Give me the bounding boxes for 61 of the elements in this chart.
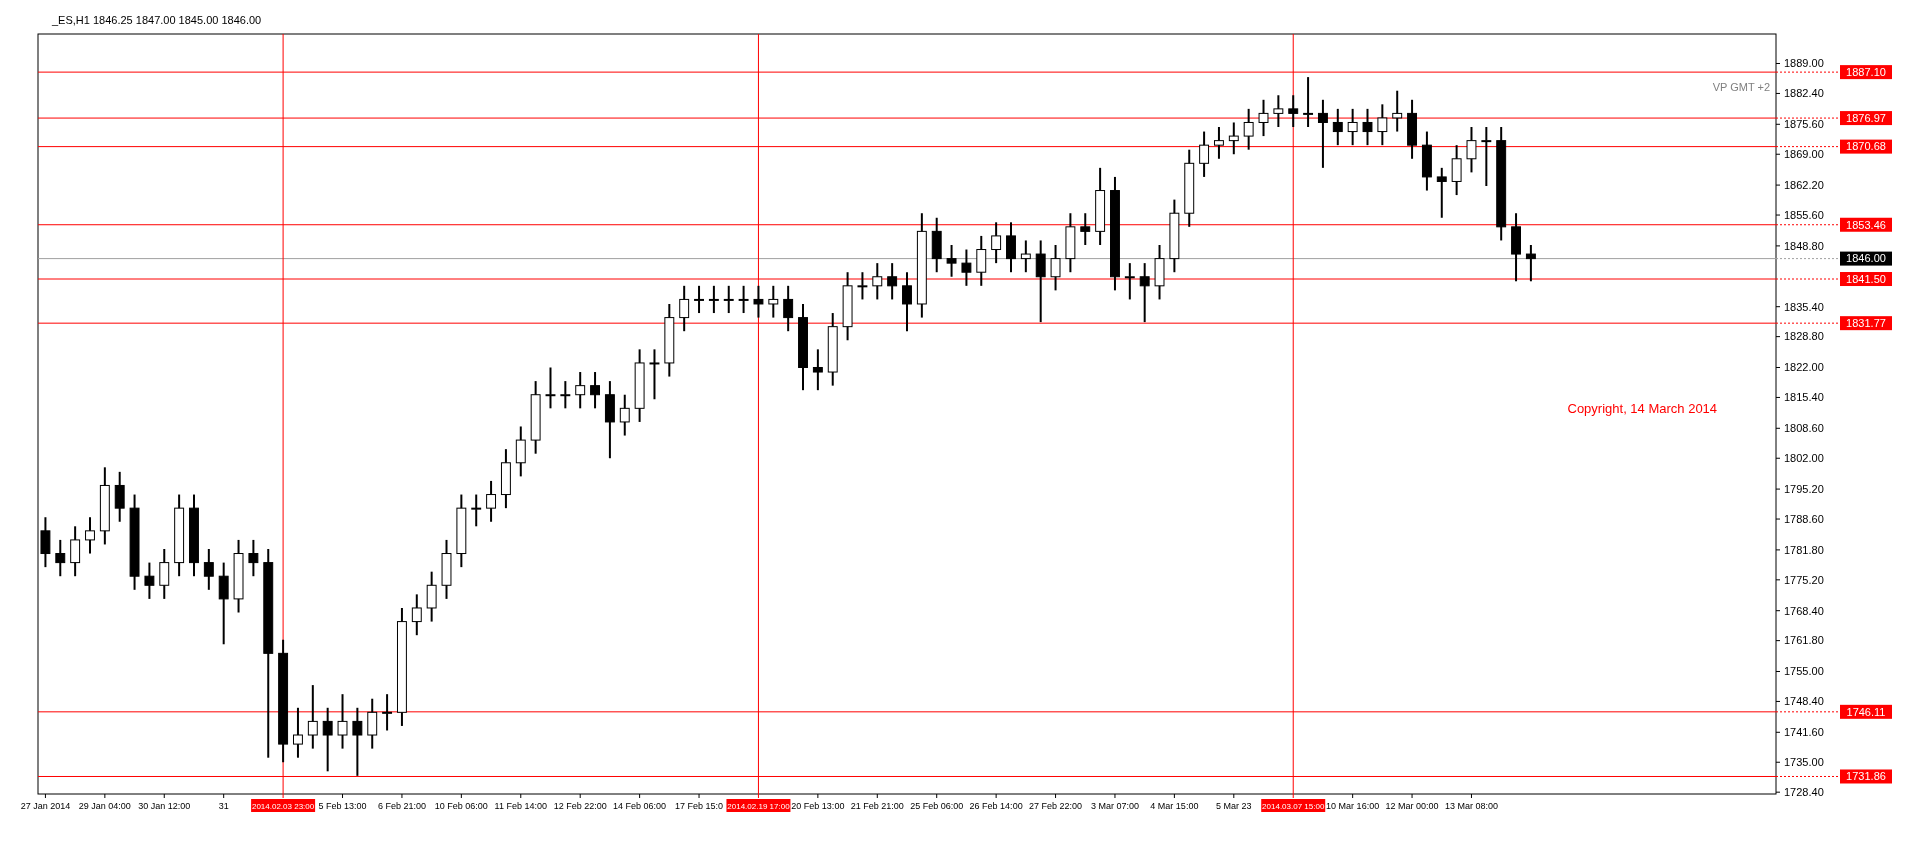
y-tick-label: 1802.00: [1784, 452, 1824, 465]
x-tick-label: 12 Mar 00:00: [1385, 801, 1439, 811]
y-tick-label: 1869.00: [1784, 148, 1824, 161]
x-tick-label: 10 Mar 16:00: [1326, 801, 1380, 811]
ref-line-label: 1870.68: [1846, 140, 1886, 153]
ref-line-label: 1846.00: [1846, 252, 1886, 265]
annotation: Copyright, 14 March 2014: [1567, 400, 1718, 416]
x-tick-label: 2014.02.19 17:00: [727, 802, 791, 811]
ref-line-label: 1831.77: [1846, 317, 1886, 330]
y-tick-label: 1882.40: [1784, 87, 1824, 100]
ref-line-label: 1731.86: [1846, 770, 1886, 783]
x-tick-label: 31: [218, 801, 229, 811]
y-tick-label: 1828.80: [1784, 330, 1824, 343]
y-tick-label: 1875.60: [1784, 118, 1824, 131]
y-tick-label: 1735.00: [1784, 756, 1824, 769]
x-tick-label: 10 Feb 06:00: [434, 801, 488, 811]
y-tick-label: 1808.60: [1784, 422, 1824, 435]
y-tick-label: 1889.00: [1784, 57, 1824, 70]
x-tick-label: 5 Feb 13:00: [318, 801, 367, 811]
ref-line-label: 1841.50: [1846, 272, 1886, 285]
y-tick-label: 1862.20: [1784, 178, 1824, 191]
x-tick-label: 13 Mar 08:00: [1444, 801, 1498, 811]
y-tick-label: 1781.80: [1784, 543, 1824, 556]
x-tick-label: 12 Feb 22:00: [553, 801, 607, 811]
x-tick-label: 21 Feb 21:00: [850, 801, 904, 811]
y-tick-label: 1728.40: [1784, 786, 1824, 799]
x-tick-label: 20 Feb 13:00: [791, 801, 845, 811]
chart-title: _ES,H1 1846.25 1847.00 1845.00 1846.00: [51, 14, 262, 26]
y-tick-label: 1795.20: [1784, 482, 1824, 495]
x-tick-label: 25 Feb 06:00: [910, 801, 964, 811]
x-tick-label: 4 Mar 15:00: [1150, 801, 1199, 811]
y-tick-label: 1741.60: [1784, 726, 1824, 739]
x-tick-label: 6 Feb 21:00: [377, 801, 426, 811]
y-tick-label: 1822.00: [1784, 361, 1824, 374]
x-tick-label: 26 Feb 14:00: [969, 801, 1023, 811]
ref-line-label: 1887.10: [1846, 65, 1886, 78]
y-tick-label: 1788.60: [1784, 512, 1824, 525]
y-tick-label: 1815.40: [1784, 391, 1824, 404]
x-tick-label: 14 Feb 06:00: [613, 801, 667, 811]
y-tick-label: 1848.80: [1784, 239, 1824, 252]
y-tick-label: 1855.60: [1784, 208, 1824, 221]
x-tick-label: 5 Mar 23: [1216, 801, 1252, 811]
x-tick-label: 27 Jan 2014: [20, 801, 71, 811]
x-tick-label: 11 Feb 14:00: [494, 801, 547, 811]
y-tick-label: 1755.00: [1784, 665, 1824, 678]
x-tick-label: 29 Jan 04:00: [78, 801, 131, 811]
ref-line-label: 1876.97: [1846, 111, 1886, 124]
y-tick-label: 1761.80: [1784, 634, 1824, 647]
annotation: VP GMT +2: [1712, 80, 1770, 93]
y-tick-label: 1748.40: [1784, 695, 1824, 708]
y-tick-label: 1835.40: [1784, 300, 1824, 313]
ref-line-label: 1746.11: [1846, 705, 1886, 718]
y-tick-label: 1775.20: [1784, 573, 1824, 586]
x-tick-label: 2014.02.03 23:00: [251, 802, 315, 811]
ref-line-label: 1853.46: [1846, 218, 1886, 231]
x-tick-label: 27 Feb 22:00: [1029, 801, 1083, 811]
x-tick-label: 30 Jan 12:00: [138, 801, 191, 811]
y-tick-label: 1768.40: [1784, 604, 1824, 617]
x-tick-label: 3 Mar 07:00: [1090, 801, 1139, 811]
x-tick-label: 2014.03.07 15:00: [1262, 802, 1325, 811]
x-tick-label: 17 Feb 15:0: [675, 801, 724, 811]
